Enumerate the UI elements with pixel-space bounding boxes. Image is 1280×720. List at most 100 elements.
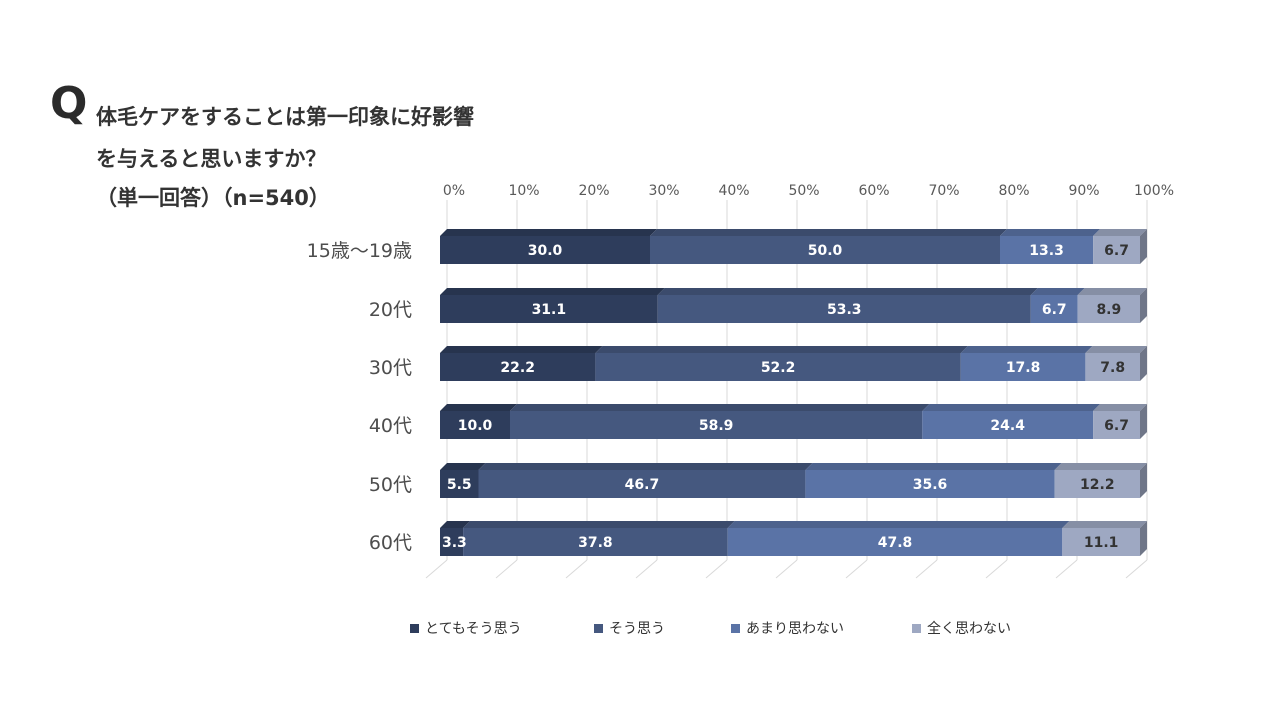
bar-segment: [805, 470, 1055, 498]
data-label: 31.1: [532, 302, 567, 318]
bar-side-face: [1140, 521, 1147, 556]
data-label: 5.5: [447, 477, 472, 493]
data-label: 24.4: [990, 418, 1025, 434]
data-label: 37.8: [578, 535, 613, 551]
bar-top-face: [440, 521, 471, 528]
question-mark: Q: [50, 78, 88, 129]
bar-segment: [440, 470, 479, 498]
bar-segment: [1054, 470, 1140, 498]
bar-top-face: [463, 521, 735, 528]
bar-segment: [440, 236, 650, 264]
bar-segment: [440, 411, 510, 439]
bar-top-face: [440, 229, 657, 236]
legend-label-strongly-disagree: 全く思わない: [927, 621, 1011, 637]
x-tick-label: 100%: [1134, 183, 1174, 199]
data-label: 12.2: [1080, 477, 1115, 493]
bar-segment: [1093, 411, 1140, 439]
bar-top-face: [1093, 229, 1147, 236]
data-label: 6.7: [1042, 302, 1067, 318]
bar-segment: [657, 295, 1031, 323]
legend-swatch-agree: [594, 623, 603, 633]
bar-top-face: [1085, 346, 1147, 353]
question-text-line-1: 体毛ケアをすることは第一印象に好影響: [96, 105, 474, 129]
bar-top-face: [922, 404, 1101, 411]
gridline-floor: [915, 559, 938, 579]
data-label: 6.7: [1104, 418, 1129, 434]
bar-top-face: [1093, 404, 1147, 411]
x-tick-label: 60%: [858, 183, 889, 199]
gridline-floor: [565, 559, 588, 579]
data-label: 58.9: [699, 418, 734, 434]
gridline-floor: [845, 559, 868, 579]
bar-segment: [478, 470, 806, 498]
data-label: 11.1: [1084, 535, 1119, 551]
bar-side-face: [1140, 288, 1147, 323]
category-label: 30代: [369, 357, 412, 379]
data-label: 30.0: [528, 243, 563, 259]
bar-segment: [440, 528, 464, 556]
bar-top-face: [657, 288, 1038, 295]
bar-top-face: [440, 346, 603, 353]
bar-top-face: [727, 521, 1070, 528]
x-tick-label: 20%: [578, 183, 609, 199]
gridline-floor: [1055, 559, 1078, 579]
bar-side-face: [1140, 229, 1147, 264]
legend-label-agree: そう思う: [609, 621, 665, 637]
bar-top-face: [440, 288, 665, 295]
question-text-line-2: を与えると思いますか？: [96, 147, 327, 171]
data-label: 7.8: [1100, 360, 1125, 376]
chart-legend: とてもそう思う そう思う あまり思わない 全く思わない: [0, 618, 1280, 638]
legend-item-strongly-disagree: 全く思わない: [912, 618, 1011, 638]
question-subtitle: （単一回答）（n=540）: [96, 186, 330, 210]
x-tick-label: 90%: [1068, 183, 1099, 199]
x-tick-label: 70%: [928, 183, 959, 199]
x-tick-label: 10%: [508, 183, 539, 199]
bar-top-face: [805, 463, 1062, 470]
legend-swatch-disagree: [731, 623, 740, 633]
x-tick-label: 40%: [718, 183, 749, 199]
bar-side-face: [1140, 346, 1147, 381]
bar-segment: [727, 528, 1063, 556]
bar-top-face: [478, 463, 813, 470]
bar-segment: [440, 295, 658, 323]
data-label: 47.8: [878, 535, 913, 551]
data-label: 10.0: [458, 418, 493, 434]
x-tick-label: 0%: [443, 183, 465, 199]
legend-item-agree: そう思う: [594, 618, 665, 638]
legend-swatch-very-agree: [410, 623, 419, 633]
data-label: 8.9: [1096, 302, 1121, 318]
bar-side-face: [1140, 463, 1147, 498]
legend-swatch-strongly-disagree: [912, 623, 921, 633]
x-tick-label: 30%: [648, 183, 679, 199]
legend-item-disagree: あまり思わない: [731, 618, 844, 638]
bar-top-face: [1000, 229, 1101, 236]
bar-segment: [922, 411, 1094, 439]
bar-segment: [1077, 295, 1140, 323]
bar-segment: [463, 528, 728, 556]
bar-segment: [595, 353, 961, 381]
data-label: 35.6: [913, 477, 948, 493]
bar-segment: [1030, 295, 1078, 323]
bar-segment: [650, 236, 1000, 264]
bar-segment: [510, 411, 923, 439]
x-tick-label: 50%: [788, 183, 819, 199]
gridline-floor: [495, 559, 518, 579]
bar-top-face: [440, 463, 486, 470]
bar-top-face: [960, 346, 1093, 353]
category-label: 15歳～19歳: [307, 240, 412, 262]
category-label: 50代: [369, 474, 412, 496]
bar-top-face: [1054, 463, 1147, 470]
bar-segment: [440, 353, 596, 381]
data-label: 6.7: [1104, 243, 1129, 259]
bar-top-face: [650, 229, 1007, 236]
bar-top-face: [510, 404, 930, 411]
data-label: 52.2: [761, 360, 796, 376]
data-label: 46.7: [625, 477, 660, 493]
data-label: 53.3: [827, 302, 862, 318]
data-label: 3.3: [442, 535, 467, 551]
data-label: 50.0: [808, 243, 843, 259]
x-tick-label: 80%: [998, 183, 1029, 199]
bar-top-face: [1062, 521, 1147, 528]
bar-segment: [1085, 353, 1140, 381]
